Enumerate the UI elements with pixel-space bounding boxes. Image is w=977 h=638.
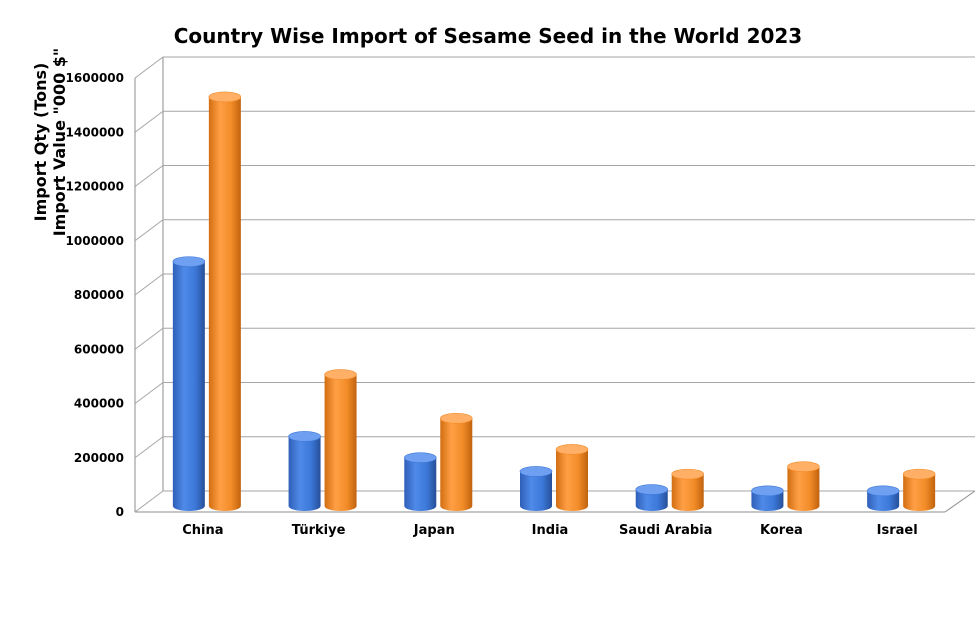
category-labels: China Türkiye Japan India Saudi Arabia Korea I… xyxy=(182,523,917,538)
bar xyxy=(555,444,589,511)
bar-body xyxy=(671,474,704,512)
x-tick-label: Korea xyxy=(760,523,803,538)
bar-body xyxy=(751,490,784,512)
bars xyxy=(172,91,936,512)
bar xyxy=(439,413,473,512)
gridline-side xyxy=(134,110,164,133)
bar xyxy=(671,468,705,512)
bar-body xyxy=(208,96,241,512)
bar xyxy=(288,431,321,512)
bar-top xyxy=(866,485,900,497)
bar-body xyxy=(440,418,473,512)
bar-top xyxy=(519,466,553,477)
bar-top xyxy=(208,91,242,103)
x-tick-label: India xyxy=(532,523,569,538)
y-axis-label-line-1: Import Qty (Tons) xyxy=(31,63,50,222)
bar xyxy=(902,468,936,512)
bar-body xyxy=(172,261,205,512)
gridline-side xyxy=(134,273,164,296)
bar xyxy=(787,461,820,512)
bar xyxy=(324,369,357,512)
bar xyxy=(208,91,242,512)
x-tick-label: Japan xyxy=(413,523,455,538)
gridline-side xyxy=(134,382,164,404)
bar-top xyxy=(787,461,820,472)
bar-top xyxy=(902,468,936,480)
y-tick-label: 1600000 xyxy=(66,71,124,85)
gridline-side xyxy=(134,219,164,242)
x-tick-label: Saudi Arabia xyxy=(619,523,712,538)
y-tick-label: 600000 xyxy=(74,342,124,356)
bar xyxy=(751,485,784,512)
y-axis-label-line-2: Import Value "000 $" xyxy=(50,48,69,237)
bar xyxy=(519,466,553,511)
bar-body xyxy=(867,490,900,512)
bar xyxy=(635,484,669,512)
bar-top xyxy=(403,452,437,463)
bar-body xyxy=(635,489,668,512)
bar xyxy=(866,485,900,512)
bar xyxy=(172,256,206,512)
y-tick-labels: 0 200000 400000 600000 800000 1000000 1200000 1… xyxy=(66,71,124,519)
bar-top xyxy=(751,485,784,497)
bar xyxy=(403,452,437,512)
x-tick-label: Israel xyxy=(877,523,918,538)
gridline-side xyxy=(134,56,164,79)
gridline-side xyxy=(134,327,164,350)
gridlines xyxy=(134,56,976,513)
gridline-side xyxy=(134,490,164,513)
bar-body xyxy=(787,466,820,512)
bar-body xyxy=(324,374,357,512)
y-tick-label: 200000 xyxy=(74,451,124,465)
bar-body xyxy=(288,436,321,512)
y-tick-label: 1200000 xyxy=(66,180,124,194)
y-tick-label: 800000 xyxy=(74,288,124,302)
bar-body xyxy=(903,474,936,512)
bar-body xyxy=(404,457,437,512)
y-axis-label: Import Qty (Tons) Import Value "000 $" xyxy=(31,48,69,237)
bar-body xyxy=(556,449,588,511)
y-tick-label: 400000 xyxy=(74,397,124,411)
bar-top xyxy=(439,413,473,424)
floor-right-edge xyxy=(944,490,976,513)
y-tick-label: 1000000 xyxy=(66,234,124,248)
x-tick-label: Türkiye xyxy=(292,523,346,538)
bar-top xyxy=(324,369,357,380)
bar-top xyxy=(671,468,705,480)
chart-title: Country Wise Import of Sesame Seed in th… xyxy=(174,24,802,48)
y-tick-label: 1400000 xyxy=(66,125,124,139)
bar-top xyxy=(555,444,589,455)
bar-top xyxy=(288,431,321,442)
gridline-side xyxy=(134,436,164,459)
bar-top xyxy=(635,484,669,495)
gridline-side xyxy=(134,165,164,187)
bar-body xyxy=(520,471,552,511)
y-tick-label: 0 xyxy=(116,505,124,519)
bar-top xyxy=(172,256,206,267)
x-tick-label: China xyxy=(182,523,223,538)
